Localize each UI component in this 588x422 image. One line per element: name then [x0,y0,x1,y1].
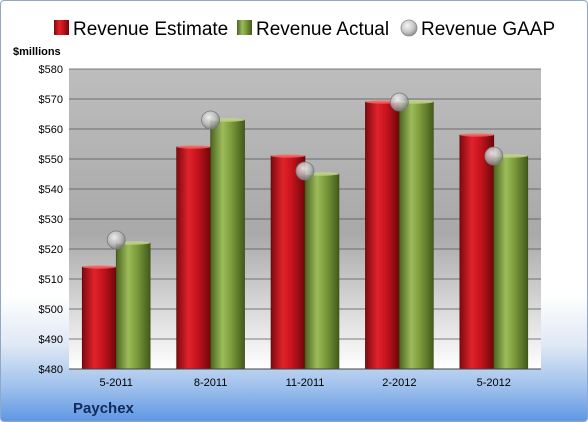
legend-label-actual: Revenue Actual [256,19,389,40]
bar-revenue-actual [115,242,151,370]
bar-revenue-estimate [270,155,306,370]
bar-revenue-estimate-cap [459,133,494,137]
y-tick-label: $520 [39,244,63,256]
y-tick-label: $540 [39,184,63,196]
y-tick-label: $530 [39,214,63,226]
bar-revenue-actual [210,119,245,370]
y-tick-label: $490 [39,334,63,346]
x-tick-label: 5-2011 [99,377,132,389]
marker-revenue-gaap [295,161,315,181]
bar-revenue-estimate [365,101,400,370]
y-tick-label: $550 [39,154,63,166]
bar-revenue-estimate [176,146,211,370]
x-tick-label: 8-2011 [194,377,227,389]
bar-revenue-estimate-cap [176,145,211,149]
marker-revenue-gaap [484,146,504,166]
y-tick-label: $500 [39,304,63,316]
y-tick-label: $510 [39,274,63,286]
bar-revenue-actual [399,101,434,370]
bars [81,100,529,370]
bar-revenue-estimate-cap [82,265,117,269]
y-tick-label: $580 [39,64,63,76]
x-axis-ticks: 5-2011 8-2011 11-2011 2-2012 5-2012 [99,377,510,389]
legend-item-revenue-actual: Revenue Actual [237,19,389,40]
bar-revenue-estimate [81,266,117,370]
legend: Revenue Estimate Revenue Actual Revenue … [54,19,555,40]
bar-revenue-actual [493,155,529,370]
y-tick-label: $560 [39,124,63,136]
company-name: Paychex [73,400,135,417]
marker-revenue-gaap [106,230,126,250]
bar-revenue-actual [304,173,340,370]
marker-revenue-gaap [201,110,221,130]
marker-revenue-gaap [389,92,409,112]
y-axis-ticks: $480 $490 $500 $510 $520 $530 $540 $550 $560 $570… [39,64,63,376]
legend-swatch-estimate [54,20,69,35]
legend-swatch-gaap [400,19,418,37]
x-tick-label: 5-2012 [477,377,511,389]
y-tick-label: $570 [39,94,63,106]
legend-swatch-actual [237,20,252,35]
legend-label-estimate: Revenue Estimate [73,19,228,40]
x-tick-label: 2-2012 [382,377,416,389]
gaap-markers [106,92,504,250]
legend-item-revenue-estimate: Revenue Estimate [54,19,228,40]
x-tick-label: 11-2011 [286,377,325,389]
bar-revenue-estimate-cap [271,154,305,158]
legend-label-gaap: Revenue GAAP [421,19,555,40]
bar-revenue-estimate [459,134,495,370]
y-tick-label: $480 [39,364,63,376]
legend-item-revenue-gaap: Revenue GAAP [400,19,555,40]
unit-label: $millions [13,46,61,58]
